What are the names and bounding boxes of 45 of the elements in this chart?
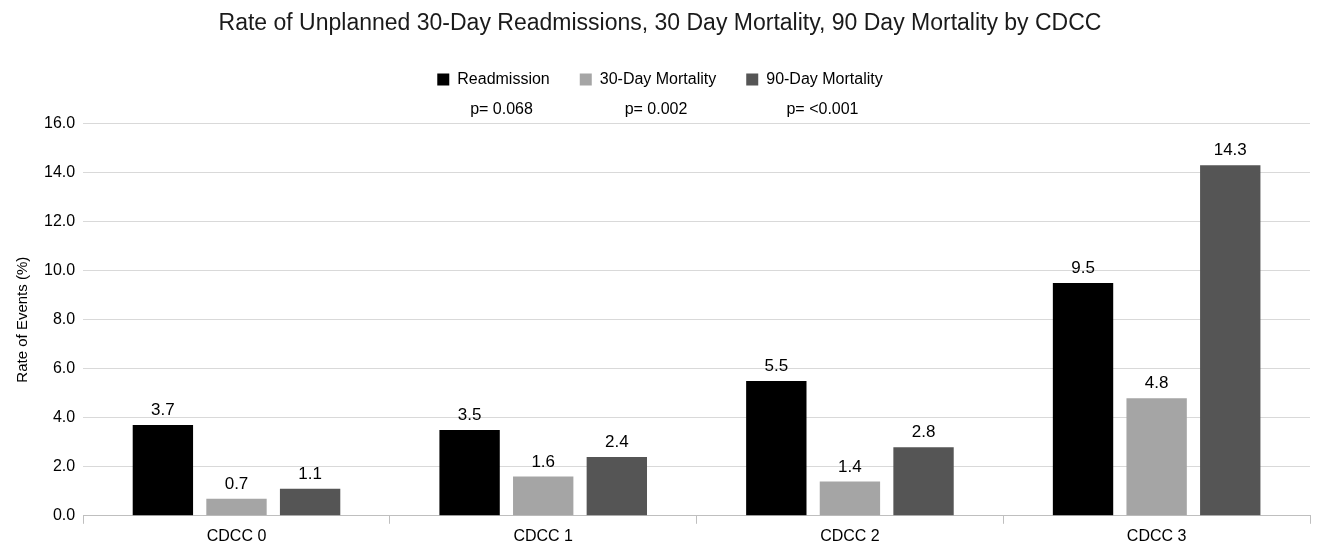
y-tick-label: 4.0 bbox=[52, 408, 76, 426]
data-label: 9.5 bbox=[1071, 258, 1095, 278]
bar bbox=[513, 476, 574, 516]
chart-title: Rate of Unplanned 30-Day Readmissions, 30 Day Mortality, 90 Day Mortality by CDCC bbox=[218, 9, 1102, 36]
data-label: 2.8 bbox=[911, 422, 936, 442]
bar bbox=[132, 425, 194, 516]
bar bbox=[439, 430, 500, 516]
y-axis-title: Rate of Events (%) bbox=[13, 256, 31, 383]
bar bbox=[206, 498, 267, 516]
bar bbox=[586, 456, 648, 516]
y-tick-label: 12.0 bbox=[44, 212, 76, 230]
x-tick-label: CDCC 1 bbox=[513, 526, 574, 544]
y-tick-label: 8.0 bbox=[52, 310, 76, 328]
data-label: 4.8 bbox=[1144, 373, 1169, 393]
y-tick-label: 10.0 bbox=[44, 261, 76, 279]
data-label: 14.3 bbox=[1213, 140, 1247, 160]
data-label: 3.7 bbox=[151, 400, 175, 420]
legend-label: 90-Day Mortality bbox=[766, 70, 883, 88]
text: p= 0.002 bbox=[624, 100, 688, 118]
data-label: 0.7 bbox=[224, 473, 249, 493]
y-tick-label: 2.0 bbox=[52, 457, 76, 475]
legend-label: 30-Day Mortality bbox=[599, 70, 717, 88]
bar bbox=[1200, 165, 1261, 516]
x-tick-label: CDCC 3 bbox=[1126, 526, 1187, 544]
y-tick-label: 6.0 bbox=[52, 359, 76, 377]
x-tick-label: CDCC 0 bbox=[206, 526, 267, 544]
bar bbox=[279, 488, 341, 516]
bar bbox=[893, 447, 954, 516]
x-tick-label: CDCC 2 bbox=[820, 526, 880, 544]
bar bbox=[1052, 282, 1114, 516]
y-tick-label: 16.0 bbox=[44, 114, 76, 132]
data-label: 1.6 bbox=[531, 451, 556, 471]
data-label: 3.5 bbox=[457, 405, 482, 425]
bar bbox=[746, 380, 807, 516]
text: p= <0.001 bbox=[786, 100, 859, 118]
data-label: 2.4 bbox=[605, 432, 629, 452]
data-label: 1.4 bbox=[838, 456, 862, 476]
y-tick-label: 0.0 bbox=[52, 506, 76, 524]
legend-label: Readmission bbox=[457, 70, 550, 88]
bar bbox=[819, 481, 881, 516]
data-label: 5.5 bbox=[764, 356, 789, 376]
text: p= 0.068 bbox=[470, 100, 533, 118]
data-label: 1.1 bbox=[298, 464, 322, 484]
bar bbox=[1126, 398, 1187, 516]
y-tick-label: 14.0 bbox=[44, 163, 76, 181]
